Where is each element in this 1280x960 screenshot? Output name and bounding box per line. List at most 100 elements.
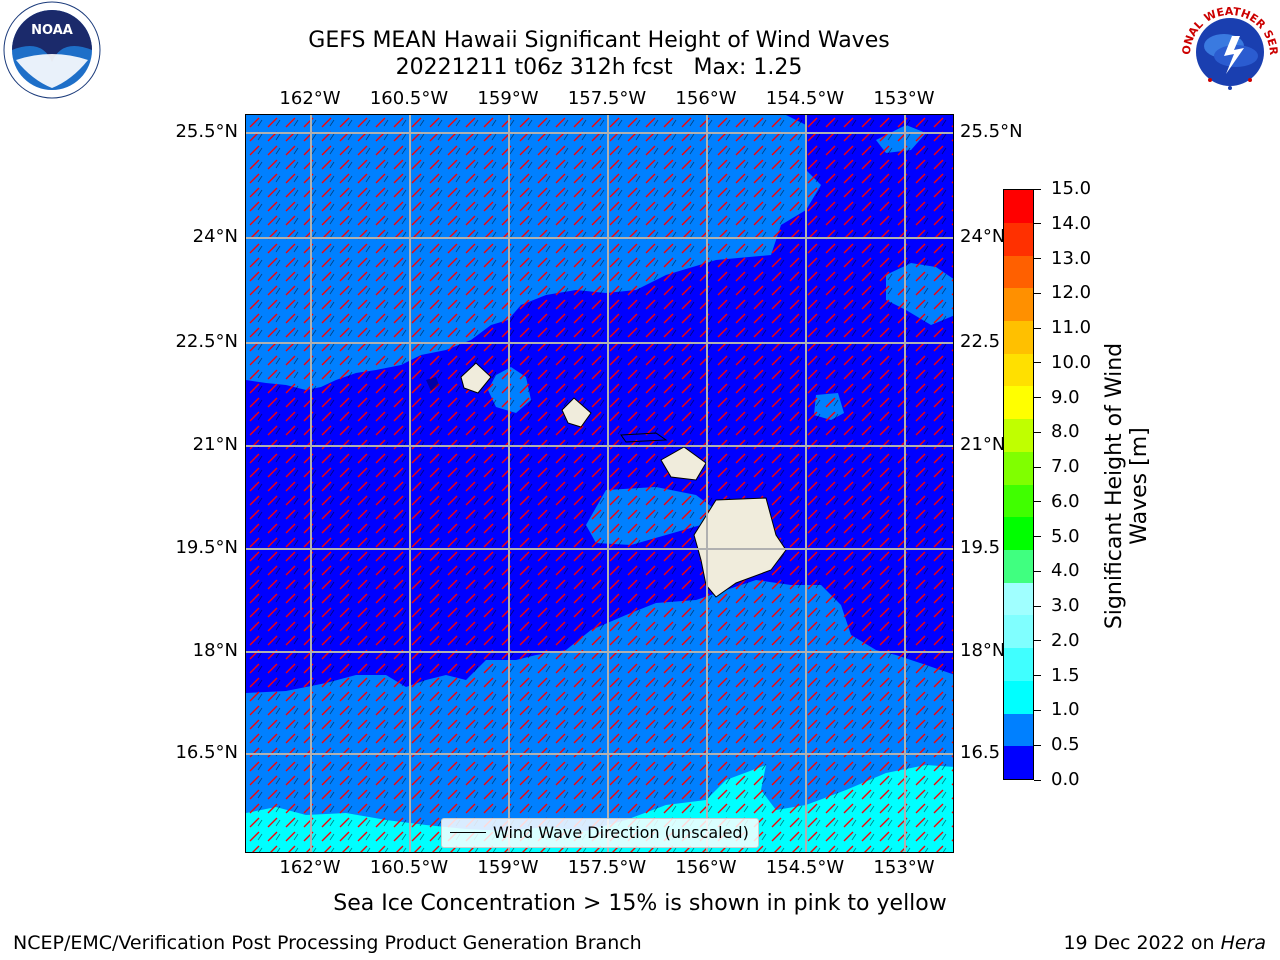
colorbar-tick-mark bbox=[1034, 188, 1041, 190]
colorbar-tick-label: 0.5 bbox=[1051, 734, 1080, 756]
colorbar-tick-label: 5.0 bbox=[1051, 525, 1080, 547]
colorbar-tick-label: 12.0 bbox=[1051, 282, 1092, 304]
colorbar-tick-mark bbox=[1034, 709, 1041, 711]
colorbar-tick-mark bbox=[1034, 779, 1041, 781]
lon-tick-top: 160.5°W bbox=[369, 88, 449, 109]
lon-tick-top: 157.5°W bbox=[567, 88, 647, 109]
lat-tick-left: 19.5°N bbox=[175, 537, 238, 558]
colorbar-tick-label: 1.0 bbox=[1051, 699, 1080, 721]
colorbar-tick-mark bbox=[1034, 431, 1041, 433]
wind-wave-arrows bbox=[246, 115, 953, 852]
lon-tick-bottom: 153°W bbox=[873, 857, 935, 878]
lon-tick-top: 156°W bbox=[675, 88, 737, 109]
colorbar-bin bbox=[1004, 713, 1033, 747]
colorbar-tick-label: 8.0 bbox=[1051, 421, 1080, 443]
colorbar-bin bbox=[1004, 549, 1033, 583]
lat-tick-right: 22.5 bbox=[960, 331, 1001, 352]
colorbar-bins bbox=[1004, 190, 1033, 779]
lon-tick-bottom: 160.5°W bbox=[369, 857, 449, 878]
lat-tick-right: 16.5 bbox=[960, 742, 1001, 763]
lat-tick-right: 25.5°N bbox=[960, 121, 1023, 142]
noaa-logo-text: NOAA bbox=[31, 23, 73, 38]
lon-tick-bottom: 156°W bbox=[675, 857, 737, 878]
colorbar-tick-mark bbox=[1034, 675, 1041, 677]
legend-line-swatch bbox=[450, 832, 486, 833]
lat-tick-left: 16.5°N bbox=[175, 742, 238, 763]
lon-tick-bottom: 162°W bbox=[279, 857, 341, 878]
colorbar-tick-label: 3.0 bbox=[1051, 595, 1080, 617]
map-title-line1: GEFS MEAN Hawaii Significant Height of W… bbox=[308, 28, 890, 53]
map-canvas bbox=[246, 115, 953, 852]
colorbar-bin bbox=[1004, 255, 1033, 289]
colorbar-bin bbox=[1004, 680, 1033, 714]
island-niihau bbox=[426, 377, 439, 391]
footer-left: NCEP/EMC/Verification Post Processing Pr… bbox=[13, 932, 642, 954]
colorbar-tick-label: 15.0 bbox=[1051, 178, 1092, 199]
footer-right: 19 Dec 2022 on Hera bbox=[1063, 932, 1266, 954]
lat-tick-right: 18°N bbox=[960, 640, 1006, 661]
lon-tick-bottom: 154.5°W bbox=[765, 857, 845, 878]
colorbar-tick-label: 0.0 bbox=[1051, 769, 1080, 790]
lat-tick-left: 21°N bbox=[192, 434, 238, 455]
colorbar bbox=[1003, 189, 1034, 780]
island-maui bbox=[660, 446, 707, 481]
colorbar-tick-label: 10.0 bbox=[1051, 351, 1092, 373]
colorbar-bin bbox=[1004, 517, 1033, 550]
colorbar-tick-label: 13.0 bbox=[1051, 247, 1092, 269]
colorbar-bin bbox=[1004, 582, 1033, 616]
lat-tick-left: 18°N bbox=[192, 640, 238, 661]
island-big-island bbox=[693, 497, 787, 598]
colorbar-tick-label: 14.0 bbox=[1051, 212, 1092, 234]
colorbar-bin bbox=[1004, 419, 1033, 452]
colorbar-bin bbox=[1004, 320, 1033, 354]
colorbar-bin bbox=[1004, 451, 1033, 485]
colorbar-tick-label: 11.0 bbox=[1051, 317, 1092, 339]
wave-height-map bbox=[245, 114, 954, 853]
lon-tick-top: 159°W bbox=[477, 88, 539, 109]
map-legend: Wind Wave Direction (unscaled) bbox=[441, 818, 759, 848]
lon-tick-bottom: 157.5°W bbox=[567, 857, 647, 878]
colorbar-label-line1: Significant Height of Wind bbox=[1102, 342, 1127, 630]
island-molokai bbox=[620, 432, 668, 443]
footer-date: 19 Dec 2022 on bbox=[1063, 932, 1221, 954]
colorbar-tick-mark bbox=[1034, 362, 1041, 364]
colorbar-bin bbox=[1004, 615, 1033, 649]
lat-tick-right: 24°N bbox=[960, 226, 1006, 247]
island-oahu bbox=[561, 397, 592, 428]
graticule bbox=[246, 115, 953, 852]
lat-tick-left: 22.5°N bbox=[175, 331, 238, 352]
colorbar-bin bbox=[1004, 190, 1033, 223]
colorbar-tick-mark bbox=[1034, 223, 1041, 225]
colorbar-bin bbox=[1004, 222, 1033, 256]
lon-tick-top: 162°W bbox=[279, 88, 341, 109]
colorbar-tick-label: 9.0 bbox=[1051, 386, 1080, 408]
colorbar-tick-mark bbox=[1034, 466, 1041, 468]
lat-tick-right: 19.5 bbox=[960, 537, 1001, 558]
colorbar-tick-label: 4.0 bbox=[1051, 560, 1080, 582]
colorbar-bin bbox=[1004, 484, 1033, 518]
colorbar-bin bbox=[1004, 746, 1033, 779]
colorbar-bin bbox=[1004, 353, 1033, 387]
lat-tick-left: 24°N bbox=[192, 226, 238, 247]
colorbar-tick-mark bbox=[1034, 536, 1041, 538]
lon-tick-bottom: 159°W bbox=[477, 857, 539, 878]
colorbar-tick-label: 6.0 bbox=[1051, 490, 1080, 512]
colorbar-tick-mark bbox=[1034, 570, 1041, 572]
colorbar-label-line2: Waves [m] bbox=[1127, 427, 1152, 545]
colorbar-tick-mark bbox=[1034, 292, 1041, 294]
colorbar-tick-label: 7.0 bbox=[1051, 456, 1080, 478]
nws-logo: NATIONAL WEATHER SERVICE bbox=[1175, 0, 1280, 100]
colorbar-label: Significant Height of Wind Waves [m] bbox=[1102, 336, 1152, 636]
lon-tick-top: 153°W bbox=[873, 88, 935, 109]
colorbar-tick-mark bbox=[1034, 605, 1041, 607]
colorbar-tick-mark bbox=[1034, 744, 1041, 746]
noaa-logo: NOAA bbox=[2, 0, 102, 100]
lon-tick-top: 154.5°W bbox=[765, 88, 845, 109]
colorbar-tick-label: 1.5 bbox=[1051, 664, 1080, 686]
colorbar-bin bbox=[1004, 648, 1033, 681]
map-title-line2: 20221211 t06z 312h fcst Max: 1.25 bbox=[395, 55, 803, 80]
colorbar-bin bbox=[1004, 386, 1033, 420]
colorbar-bin bbox=[1004, 288, 1033, 321]
legend-label: Wind Wave Direction (unscaled) bbox=[493, 823, 749, 842]
island-kauai bbox=[460, 362, 492, 394]
